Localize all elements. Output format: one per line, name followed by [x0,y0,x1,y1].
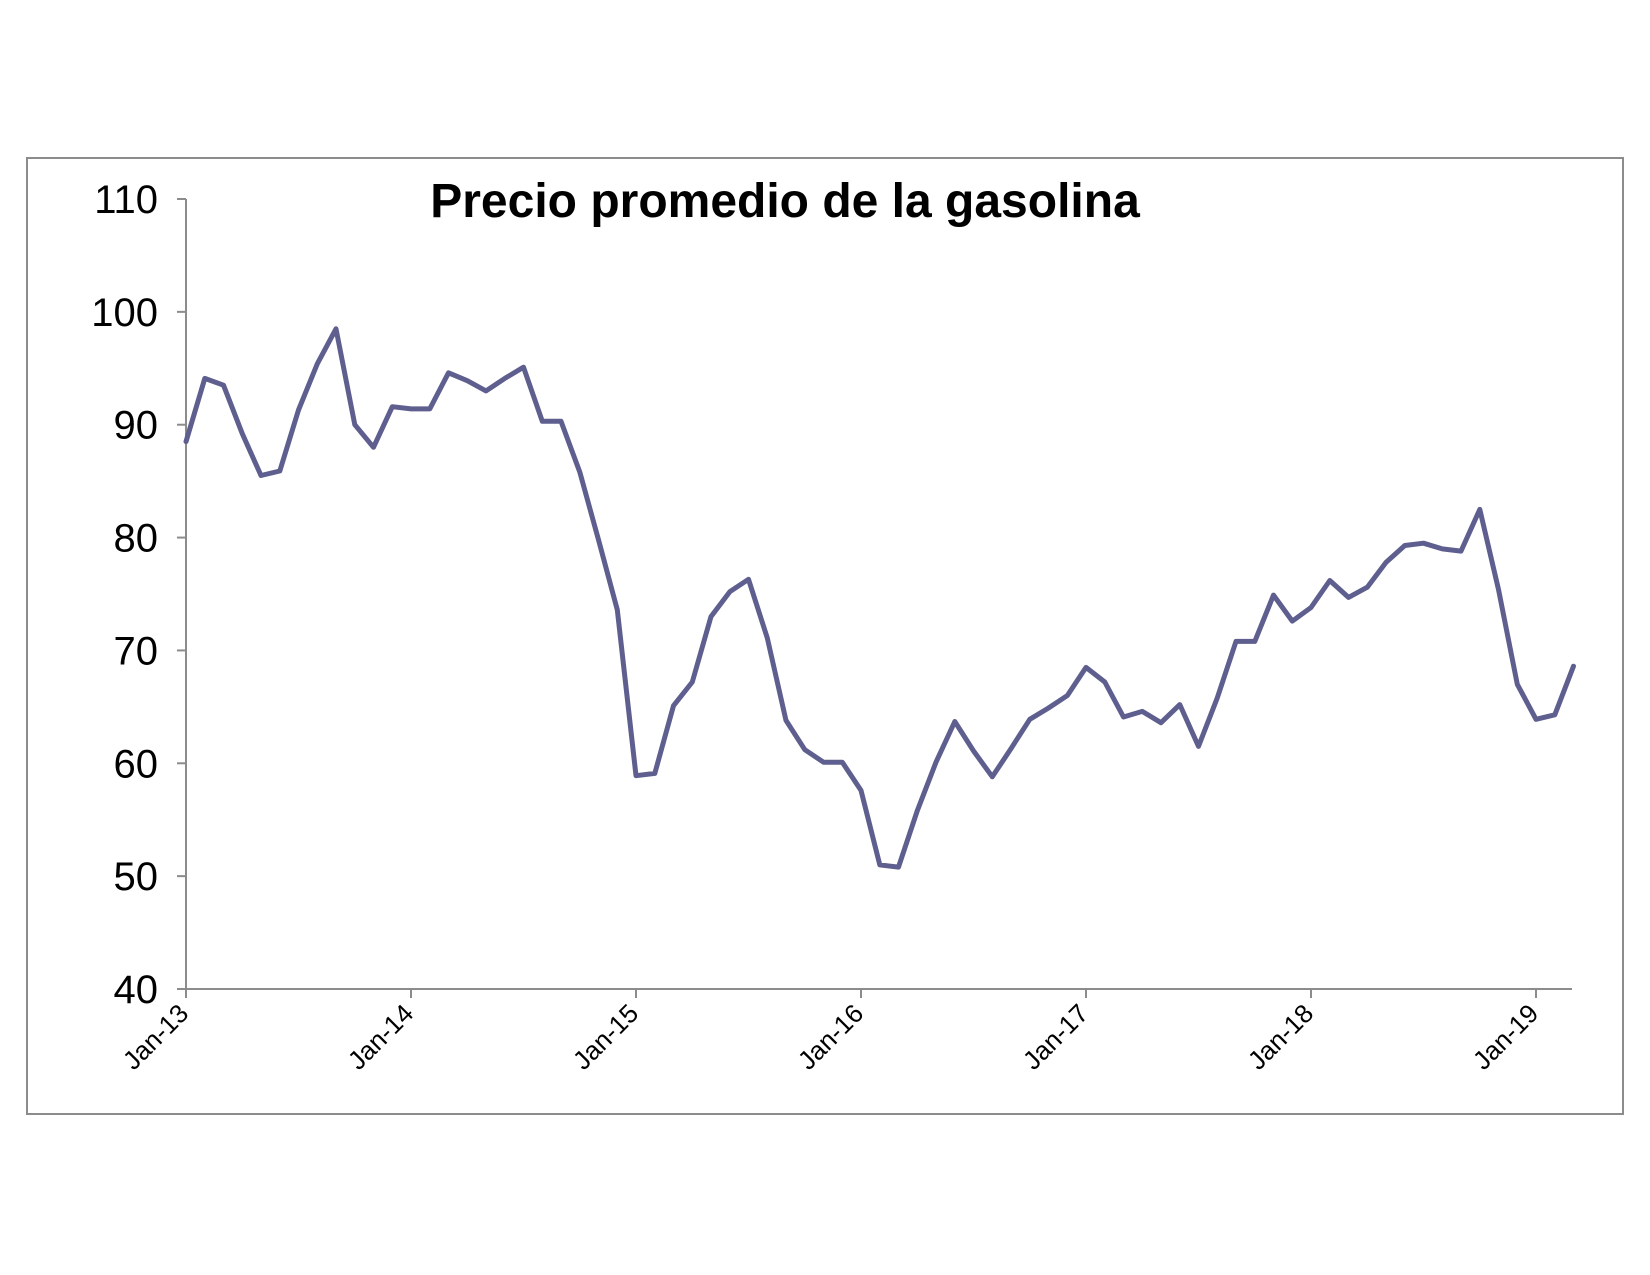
y-tick-label: 110 [94,178,158,222]
y-tick-label: 50 [114,855,159,899]
series-area [183,326,1576,870]
y-tick-label: 100 [91,291,158,335]
y-tick-label: 70 [114,629,159,673]
y-tick-label: 60 [114,742,159,786]
series-line [183,326,1576,870]
y-tick-label: 80 [114,517,159,561]
y-tick-label: 90 [114,404,159,448]
chart-title: Precio promedio de la gasolina [430,175,1140,228]
chart-border [26,157,1624,1115]
y-axis: 40 50 60 70 80 90 100 110 [91,178,187,1012]
y-tick-label: 40 [114,968,159,1012]
